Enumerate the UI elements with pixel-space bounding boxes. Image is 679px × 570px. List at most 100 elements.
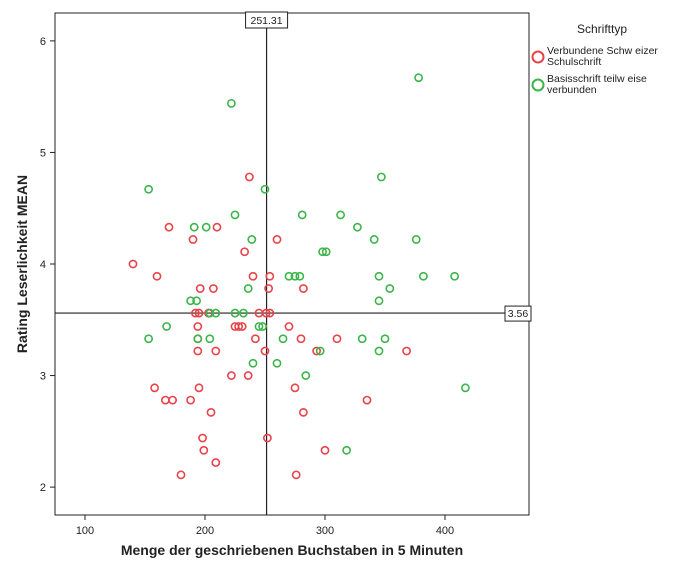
data-point-series-2 — [230, 210, 240, 220]
data-point-series-1 — [298, 407, 308, 417]
data-point-series-1 — [262, 433, 272, 443]
data-point-series-1 — [206, 407, 216, 417]
legend: Schrifttyp Verbundene Schw eizerSchulsch… — [531, 22, 658, 96]
data-point-series-1 — [237, 322, 247, 331]
y-tick-label: 4 — [40, 259, 46, 271]
axis-ticks: 100 200 300 400 2 3 4 5 6 — [40, 36, 454, 537]
data-point-series-2 — [450, 271, 459, 281]
y-tick-label: 2 — [40, 482, 46, 494]
data-point-series-2 — [258, 322, 267, 331]
data-point-series-1 — [332, 334, 342, 344]
data-point-series-2 — [374, 346, 384, 356]
data-point-series-1 — [243, 371, 253, 380]
data-point-series-1 — [260, 346, 270, 356]
data-point-series-1 — [291, 470, 301, 480]
data-points — [128, 73, 470, 480]
data-point-series-1 — [190, 308, 200, 318]
data-point-series-1 — [298, 284, 308, 293]
data-point-series-2 — [295, 271, 305, 281]
data-point-series-1 — [234, 322, 243, 331]
data-point-series-2 — [260, 184, 270, 194]
data-point-series-2 — [418, 271, 428, 281]
reference-label-x-box — [245, 11, 289, 29]
data-point-series-2 — [272, 358, 282, 368]
data-point-series-1 — [193, 322, 203, 331]
data-point-series-2 — [318, 247, 327, 257]
y-axis-title: Rating Leserlichkeit MEAN — [14, 175, 30, 353]
data-point-series-2 — [162, 322, 171, 331]
plot-area — [54, 12, 530, 516]
data-point-series-2 — [201, 222, 211, 232]
data-point-series-2 — [243, 284, 253, 293]
data-point-series-1 — [211, 458, 221, 467]
data-point-series-2 — [247, 235, 257, 244]
data-point-series-1 — [402, 346, 411, 356]
data-point-series-2 — [205, 334, 215, 344]
data-point-series-1 — [320, 445, 330, 455]
data-point-series-2 — [460, 383, 470, 393]
x-tick-label: 100 — [76, 525, 94, 537]
data-point-series-1 — [226, 371, 236, 380]
data-point-series-2 — [411, 235, 421, 244]
data-point-series-2 — [238, 308, 248, 318]
reference-label-y: 3.56 — [508, 308, 529, 320]
data-point-series-1 — [186, 395, 195, 405]
data-point-series-2 — [374, 271, 384, 281]
data-point-series-2 — [376, 172, 386, 182]
legend-marker — [531, 78, 545, 92]
data-point-series-2 — [144, 334, 153, 344]
data-point-series-1 — [194, 383, 204, 393]
data-point-series-2 — [380, 334, 390, 344]
legend-label: Schulschrift — [547, 56, 601, 68]
data-point-series-1 — [199, 445, 209, 455]
x-axis-title: Menge der geschriebenen Buchstaben in 5 … — [121, 542, 463, 558]
reference-label-y-box — [504, 305, 532, 322]
x-tick-label: 400 — [436, 525, 454, 537]
data-point-series-1 — [240, 247, 249, 257]
data-point-series-2 — [193, 334, 203, 344]
data-point-series-1 — [168, 395, 177, 405]
data-point-series-1 — [265, 308, 275, 318]
data-point-series-2 — [144, 184, 153, 194]
data-point-series-1 — [244, 172, 254, 182]
data-point-series-1 — [208, 284, 218, 293]
legend-title: Schrifttyp — [577, 22, 627, 36]
data-point-series-1 — [164, 222, 174, 232]
legend-label: verbunden — [547, 84, 597, 96]
data-point-series-1 — [195, 284, 205, 293]
data-point-series-1 — [284, 322, 294, 331]
legend-marker — [531, 50, 545, 64]
data-point-series-1 — [312, 346, 321, 356]
data-point-series-2 — [230, 308, 240, 318]
data-point-series-1 — [211, 346, 221, 356]
legend-label: Verbundene Schw eizer — [547, 45, 658, 57]
data-point-series-1 — [150, 383, 159, 393]
data-point-series-2 — [385, 284, 395, 293]
data-point-series-1 — [152, 271, 162, 281]
reference-label-x: 251.31 — [251, 15, 283, 27]
data-point-series-2 — [205, 308, 215, 318]
data-point-series-2 — [189, 222, 199, 232]
data-point-series-2 — [254, 322, 264, 331]
data-point-series-2 — [352, 222, 362, 232]
data-point-series-1 — [248, 271, 258, 281]
data-point-series-2 — [301, 371, 311, 380]
data-point-series-2 — [357, 334, 367, 344]
data-point-series-1 — [250, 334, 260, 344]
data-point-series-1 — [272, 235, 282, 244]
data-point-series-2 — [290, 271, 300, 281]
data-point-series-1 — [261, 308, 271, 318]
data-point-series-1 — [128, 259, 138, 269]
data-point-series-1 — [198, 433, 207, 443]
data-point-series-2 — [414, 73, 423, 83]
legend-label: Basisschrift teilw eise — [547, 73, 647, 85]
reference-lines: 251.31 3.56 — [55, 11, 532, 515]
data-point-series-2 — [226, 98, 236, 108]
data-point-series-2 — [211, 308, 221, 318]
y-tick-label: 6 — [40, 36, 46, 48]
data-point-series-1 — [188, 235, 198, 244]
data-point-series-2 — [248, 358, 258, 368]
data-point-series-1 — [296, 334, 306, 344]
data-point-series-1 — [362, 395, 372, 405]
